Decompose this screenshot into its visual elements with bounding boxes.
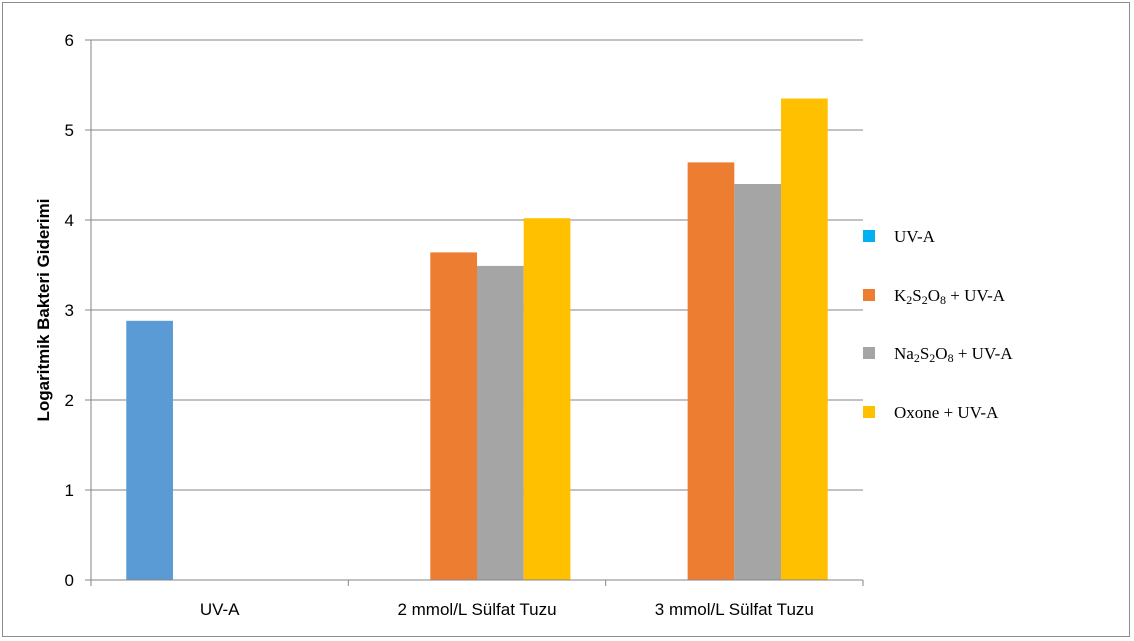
legend-swatch — [863, 230, 875, 242]
legend-label: Oxone + UV-A — [894, 403, 999, 422]
legend: UV-A K2S2O8 + UV-A Na2S2O8 + UV-A Oxone + U… — [863, 227, 1013, 422]
x-tick-label: 3 mmol/L Sülfat Tuzu — [655, 600, 814, 619]
bar-oxone-uv-a-2 — [781, 98, 828, 580]
y-tick-label: 4 — [65, 211, 74, 230]
y-tick-label: 2 — [65, 391, 74, 410]
legend-label: Na2S2O8 + UV-A — [894, 344, 1013, 365]
y-axis-label: Logaritmik Bakteri Giderimi — [34, 199, 53, 422]
bar-na2s2o8-uv-a-1 — [477, 265, 524, 580]
y-tick-label: 1 — [65, 481, 74, 500]
legend-swatch — [863, 289, 875, 301]
bar-k2s2o8-uv-a-1 — [430, 252, 477, 580]
axes — [90, 40, 864, 586]
y-tick-label: 0 — [65, 571, 74, 590]
legend-label: K2S2O8 + UV-A — [894, 286, 1006, 307]
bar-oxone-uv-a-1 — [523, 218, 571, 580]
bar-na2s2o8-uv-a-2 — [734, 184, 782, 580]
x-tick-labels: UV-A 2 mmol/L Sülfat Tuzu 3 mmol/L Sülfat … — [200, 600, 814, 619]
bars — [126, 98, 828, 580]
legend-swatch — [863, 406, 875, 418]
bar-k2s2o8-uv-a-2 — [687, 162, 735, 580]
legend-swatch — [863, 347, 875, 359]
y-tick-label: 3 — [65, 301, 74, 320]
legend-label: UV-A — [894, 227, 936, 246]
y-tick-label: 5 — [65, 121, 74, 140]
x-tick-label: UV-A — [200, 600, 240, 619]
y-tick-labels: 0 1 2 3 4 5 6 — [65, 31, 74, 590]
y-tick-label: 6 — [65, 31, 74, 50]
bar-uv-a-0 — [126, 320, 173, 580]
x-tick-label: 2 mmol/L Sülfat Tuzu — [397, 600, 556, 619]
